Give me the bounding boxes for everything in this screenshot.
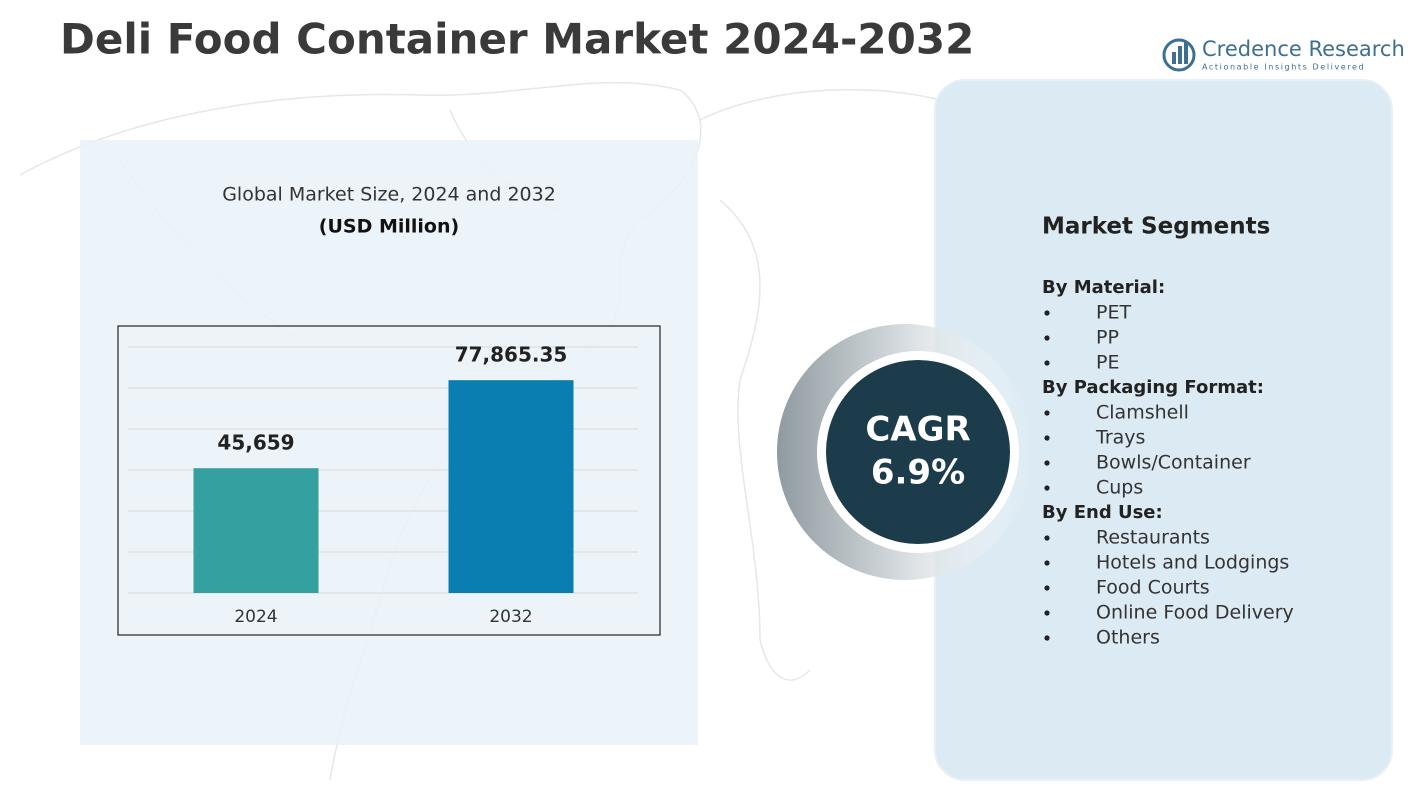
- segment-group: By End Use:: [1042, 502, 1163, 523]
- bullet: [1044, 585, 1050, 591]
- segment-item: PE: [1096, 352, 1119, 374]
- segment-group: By Material:: [1042, 277, 1165, 298]
- chart-title: Global Market Size, 2024 and 2032: [222, 184, 556, 206]
- chart-frame: [117, 325, 661, 636]
- bar: [193, 468, 319, 593]
- cagr-label: CAGR: [865, 410, 970, 450]
- segment-item: Trays: [1095, 427, 1145, 449]
- value-label: 45,659: [217, 431, 294, 455]
- chart-panel: [80, 140, 698, 745]
- segment-group: By Packaging Format:: [1042, 377, 1264, 398]
- segment-item: Online Food Delivery: [1096, 602, 1294, 624]
- segment-item: Restaurants: [1096, 527, 1210, 549]
- page-title: Deli Food Container Market 2024-2032: [60, 15, 974, 64]
- segment-item: PP: [1096, 327, 1119, 349]
- x-tick-label: 2032: [489, 607, 532, 627]
- bullet: [1044, 335, 1050, 341]
- segment-item: Others: [1096, 627, 1160, 649]
- bullet: [1044, 435, 1050, 441]
- bullet: [1044, 360, 1050, 366]
- x-tick-label: 2024: [234, 607, 277, 627]
- brand-logo: [1162, 38, 1196, 72]
- segments-title: Market Segments: [1042, 214, 1270, 240]
- segment-item: Food Courts: [1096, 577, 1210, 599]
- bullet: [1044, 485, 1050, 491]
- brand-tagline: Actionable Insights Delivered: [1202, 63, 1365, 72]
- bullet: [1044, 635, 1050, 641]
- chart-subtitle: (USD Million): [319, 216, 459, 238]
- bullet: [1044, 410, 1050, 416]
- segment-item: Cups: [1096, 477, 1143, 499]
- value-label: 77,865.35: [455, 343, 568, 367]
- bar: [448, 380, 574, 593]
- brand-name: Credence Research: [1202, 37, 1405, 61]
- bullet: [1044, 535, 1050, 541]
- cagr-value: 6.9%: [871, 453, 965, 493]
- segment-item: PET: [1096, 302, 1131, 324]
- cagr-badge: [826, 360, 1010, 544]
- bullet: [1044, 610, 1050, 616]
- bullet: [1044, 310, 1050, 316]
- segment-item: Bowls/Container: [1096, 452, 1251, 474]
- bullet: [1044, 460, 1050, 466]
- segment-item: Hotels and Lodgings: [1096, 552, 1289, 574]
- segment-item: Clamshell: [1096, 402, 1189, 424]
- bullet: [1044, 560, 1050, 566]
